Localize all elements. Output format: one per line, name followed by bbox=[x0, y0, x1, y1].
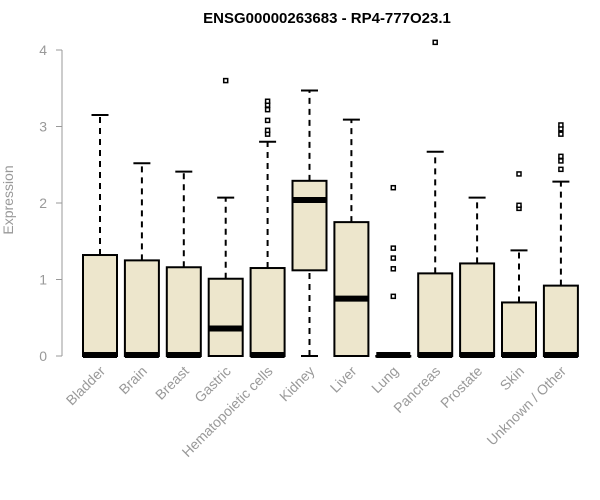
y-axis-label: Expression bbox=[0, 165, 16, 234]
box-group bbox=[333, 118, 370, 357]
y-tick-label: 3 bbox=[39, 119, 47, 135]
box-group bbox=[501, 171, 537, 358]
box-iqr bbox=[542, 284, 579, 357]
box-group bbox=[417, 39, 454, 358]
box-iqr bbox=[417, 272, 454, 358]
outlier-point bbox=[390, 245, 397, 251]
outlier-point bbox=[264, 117, 271, 124]
box-iqr bbox=[82, 254, 118, 358]
box-group bbox=[249, 98, 286, 358]
x-category-label: Bladder bbox=[63, 363, 109, 409]
outlier-point bbox=[390, 255, 397, 261]
x-category-label: Kidney bbox=[276, 363, 318, 405]
y-tick-label: 1 bbox=[39, 272, 47, 288]
box-group bbox=[165, 170, 202, 358]
boxplot-boxes bbox=[82, 39, 579, 358]
outlier-point bbox=[264, 106, 271, 113]
box-group bbox=[291, 89, 328, 357]
box-group bbox=[542, 122, 579, 358]
box-iqr bbox=[501, 301, 537, 358]
x-category-label: Skin bbox=[497, 363, 528, 394]
x-category-label: Pancreas bbox=[390, 363, 443, 416]
y-tick-label: 4 bbox=[39, 42, 47, 58]
x-category-label: Liver bbox=[327, 363, 360, 396]
outlier-point bbox=[432, 39, 438, 46]
outlier-point bbox=[558, 131, 564, 137]
outlier-point bbox=[516, 202, 522, 209]
x-category-label: Breast bbox=[152, 363, 192, 403]
outlier-point bbox=[390, 293, 397, 300]
outlier-point bbox=[558, 122, 564, 128]
outlier-point bbox=[558, 158, 564, 164]
box-group bbox=[375, 184, 412, 358]
y-tick-label: 2 bbox=[39, 195, 47, 211]
outlier-point bbox=[390, 266, 397, 272]
x-category-label: Prostate bbox=[437, 363, 485, 411]
outlier-point bbox=[516, 171, 522, 177]
box-iqr bbox=[123, 259, 160, 357]
box-iqr bbox=[249, 267, 286, 357]
outlier-point bbox=[264, 127, 271, 134]
box-group bbox=[123, 162, 160, 358]
y-axis-ticks: 0 1 2 3 4 bbox=[39, 42, 62, 364]
box-group bbox=[82, 114, 118, 358]
box-iqr bbox=[165, 266, 202, 358]
outlier-point bbox=[264, 98, 271, 105]
x-category-label: Brain bbox=[116, 363, 150, 397]
y-tick-label: 0 bbox=[39, 348, 47, 364]
x-category-label: Lung bbox=[368, 363, 401, 396]
outlier-point bbox=[558, 153, 564, 160]
chart-title: ENSG00000263683 - RP4-777O23.1 bbox=[203, 10, 451, 27]
outlier-point bbox=[390, 184, 397, 191]
box-iqr bbox=[207, 277, 244, 357]
box-group bbox=[207, 77, 244, 357]
box-group bbox=[459, 196, 496, 358]
x-category-label: Unknown / Other bbox=[483, 363, 569, 449]
box-iqr bbox=[459, 262, 496, 357]
outlier-point bbox=[222, 77, 229, 84]
box-iqr bbox=[333, 221, 370, 357]
box-iqr bbox=[291, 179, 328, 272]
outlier-point bbox=[558, 166, 564, 173]
